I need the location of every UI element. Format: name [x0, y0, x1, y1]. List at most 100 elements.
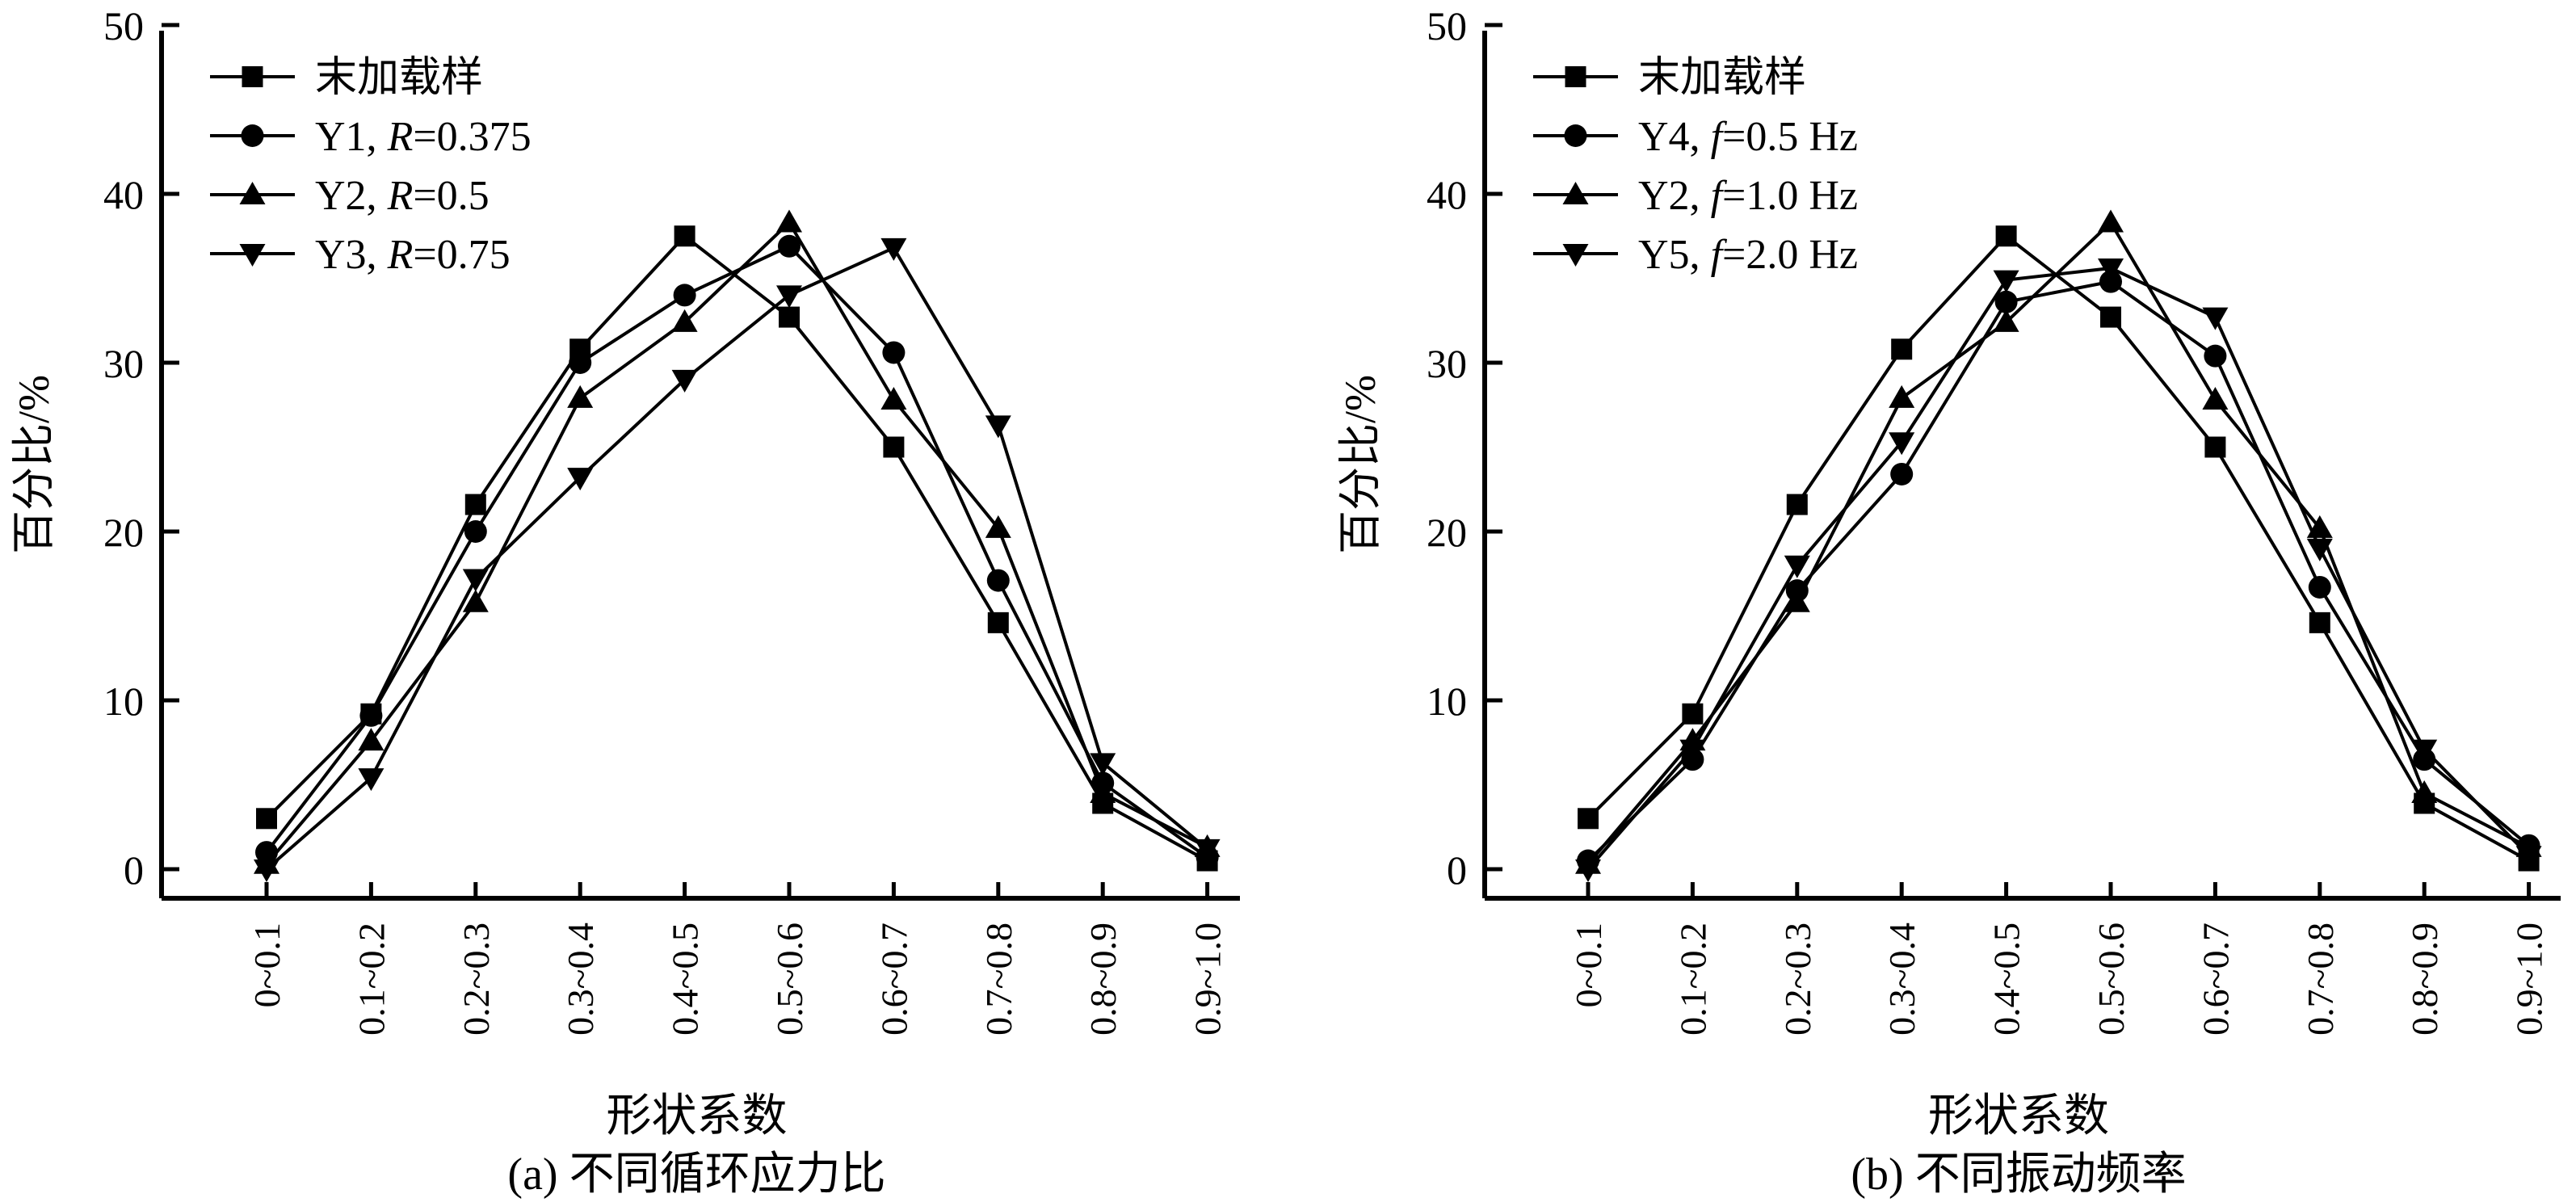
series-line [1586, 233, 2530, 863]
data-point [462, 589, 489, 612]
y-tick-label: 50 [1427, 3, 1467, 48]
data-point [985, 515, 1011, 538]
data-point [2309, 612, 2330, 633]
x-tick-label: 0.8~0.9 [1082, 923, 1124, 1036]
y-tick-label: 0 [1447, 847, 1467, 893]
data-point [1994, 290, 2018, 313]
data-point [1784, 589, 1810, 612]
data-point [1578, 808, 1599, 830]
series-0 [256, 225, 1218, 872]
series-line [1586, 266, 2531, 871]
data-point [778, 234, 801, 258]
x-tick-label: 0.9~1.0 [2509, 923, 2550, 1036]
data-point [569, 351, 592, 374]
legend-entry-prefix: Y2, [315, 173, 388, 219]
data-point [462, 569, 489, 592]
data-point [882, 341, 906, 364]
legend-marker [239, 244, 266, 267]
legend-entry-label: Y3, R=0.75 [315, 232, 511, 278]
y-axis-label: 百分比/% [1336, 375, 1385, 554]
data-point [1995, 225, 2017, 247]
data-point [256, 808, 277, 830]
x-tick-label: 0.7~0.8 [978, 923, 1019, 1036]
legend-entry-value: =0.75 [413, 232, 510, 278]
y-tick-label: 40 [103, 172, 144, 217]
legend-marker [1564, 124, 1587, 147]
data-point [2308, 575, 2331, 599]
x-tick-label: 0.3~0.4 [1881, 923, 1923, 1036]
legend-marker [241, 124, 264, 147]
data-point [358, 768, 385, 792]
legend-marker [1565, 66, 1586, 87]
x-tick-label: 0.3~0.4 [560, 923, 601, 1036]
legend-entry-value: =0.375 [413, 114, 531, 160]
series-line [265, 220, 1208, 866]
y-tick-label: 20 [103, 510, 144, 555]
data-point [254, 859, 279, 882]
y-axis-label: 百分比/% [10, 375, 58, 554]
legend-entry-prefix: Y2, [1638, 173, 1711, 219]
x-tick-label: 0.2~0.3 [456, 923, 497, 1036]
data-point [1891, 338, 1913, 360]
data-point [986, 569, 1010, 592]
x-tick-label: 0~0.1 [246, 923, 288, 1007]
legend-entry-label: 末加载样 [1638, 55, 1806, 101]
legend-entry-prefix: Y3, [315, 232, 388, 278]
data-point [358, 728, 385, 751]
legend-entry-label: 末加载样 [315, 55, 483, 101]
x-tick-label: 0.1~0.2 [1672, 923, 1713, 1036]
series-3 [1575, 258, 2542, 882]
data-point [464, 520, 487, 543]
data-point [1889, 385, 1915, 408]
legend-entry-label: Y1, R=0.375 [315, 114, 532, 160]
series-line [265, 233, 1208, 863]
x-axis-label: 形状系数 [607, 1091, 788, 1141]
x-axis-label: 形状系数 [1928, 1091, 2109, 1141]
legend-entry-label: Y5, f=2.0 Hz [1638, 232, 1858, 278]
data-point [1194, 838, 1221, 862]
data-point [1993, 309, 2019, 332]
data-point [779, 306, 800, 328]
data-point [2202, 386, 2229, 410]
x-tick-label: 0.9~1.0 [1187, 923, 1229, 1036]
x-tick-label: 0.7~0.8 [2300, 923, 2341, 1036]
y-tick-label: 30 [103, 341, 144, 386]
y-tick-label: 10 [103, 679, 144, 724]
data-point [2204, 344, 2227, 368]
x-tick-label: 0.5~0.6 [769, 923, 810, 1036]
y-tick-label: 30 [1427, 341, 1467, 386]
data-point [987, 612, 1009, 633]
legend-entry-param: R [387, 114, 414, 160]
data-point [776, 209, 802, 233]
x-tick-label: 0.5~0.6 [2091, 923, 2132, 1036]
data-point [673, 284, 696, 307]
legend-marker [1562, 182, 1589, 204]
data-point [2204, 436, 2226, 458]
legend-entry-prefix: 末加载样 [315, 55, 483, 101]
data-point [2099, 270, 2122, 293]
y-tick-label: 0 [124, 847, 144, 893]
chart-panel-b: 0 10 20 30 40 50 0~0.1 0.1~0.2 0.2~0.3 0.3~0.4 0.4… [1336, 3, 2561, 1200]
data-point [1786, 494, 1808, 515]
legend-entry-prefix: Y5, [1638, 232, 1711, 278]
x-tick-label: 0.6~0.7 [2195, 923, 2236, 1036]
data-point [2515, 846, 2542, 869]
legend-entry-prefix: Y1, [315, 114, 388, 160]
y-tick-label: 40 [1427, 172, 1467, 217]
data-point [883, 436, 905, 458]
legend-entry-param: R [387, 173, 414, 219]
series-line [1586, 220, 2530, 866]
series-line [265, 246, 1208, 871]
legend-marker [239, 182, 266, 204]
data-point [1890, 462, 1914, 485]
data-point [1090, 780, 1116, 803]
data-point [1784, 555, 1810, 578]
legend-marker [242, 66, 263, 87]
chart-panel-a: 0 10 20 30 40 50 0~0.1 0.1~0.2 0.2~0.3 0.3~0.4 0.4… [10, 3, 1240, 1200]
data-point [674, 225, 695, 247]
data-point [464, 494, 486, 515]
series-1 [255, 234, 1219, 869]
data-point [2411, 739, 2438, 763]
